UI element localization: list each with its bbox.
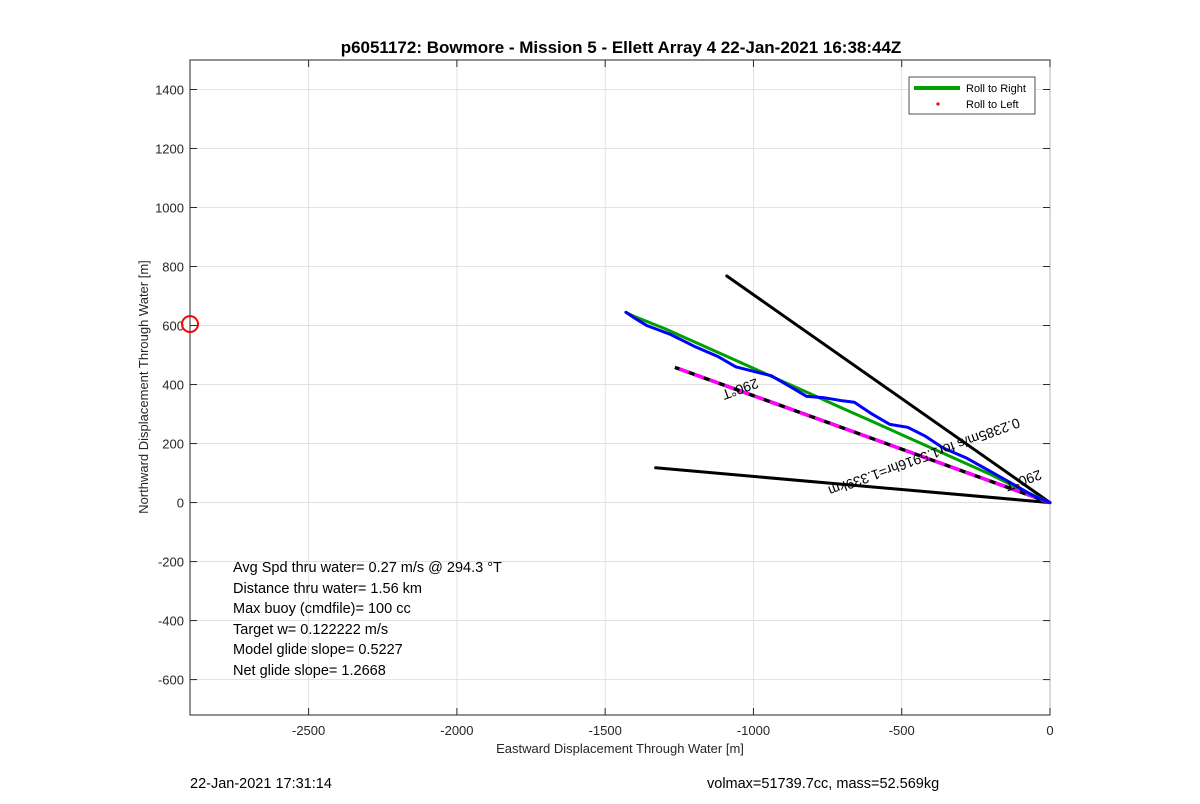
y-tick-label: -200	[158, 555, 184, 570]
start-position-marker	[181, 315, 199, 334]
chart-title: p6051172: Bowmore - Mission 5 - Ellett A…	[341, 38, 902, 57]
axes-frame	[189, 59, 1051, 716]
legend-roll-left-swatch	[936, 102, 940, 106]
legend-box	[908, 76, 1036, 115]
y-tick-label: 0	[177, 496, 184, 511]
x-axis-label: Eastward Displacement Through Water [m]	[496, 741, 744, 756]
stat-max-buoy: Max buoy (cmdfile)= 100 cc	[233, 601, 411, 617]
y-tick-label: 1200	[155, 142, 184, 157]
legend-roll-right-label: Roll to Right	[966, 83, 1026, 95]
footer-timestamp: 22-Jan-2021 17:31:14	[190, 776, 332, 792]
y-tick-label: 1000	[155, 201, 184, 216]
y-tick-label: 1400	[155, 83, 184, 98]
stat-model-glide: Model glide slope= 0.5227	[233, 642, 403, 658]
axis-ticks: -2500 -2000 -1500 -1000 -500 0140012001000800…	[155, 60, 1054, 738]
grid-lines	[190, 60, 1051, 715]
y-tick-label: 200	[162, 437, 184, 452]
stat-distance: Distance thru water= 1.56 km	[233, 581, 422, 597]
plot-series	[624, 274, 1052, 505]
x-tick-label: -500	[889, 723, 915, 738]
legend-roll-left-label: Roll to Left	[966, 99, 1019, 111]
stats-block: Avg Spd thru water= 0.27 m/s @ 294.3 °T …	[233, 560, 502, 679]
y-tick-label: 400	[162, 378, 184, 393]
y-tick-label: 800	[162, 260, 184, 275]
y-tick-label: -600	[158, 673, 184, 688]
stat-avg-speed: Avg Spd thru water= 0.27 m/s @ 294.3 °T	[233, 560, 502, 576]
series-heading-bound-upper	[725, 274, 1052, 505]
series-track-line	[624, 310, 1052, 505]
x-tick-label: -2500	[292, 723, 325, 738]
series-mean-heading-line	[674, 365, 1051, 505]
series-heading-bound-lower	[654, 466, 1052, 505]
series-roll-right-line	[624, 310, 1052, 505]
y-tick-label: 600	[162, 319, 184, 334]
x-tick-label: -2000	[440, 723, 473, 738]
legend: Roll to Right Roll to Left	[908, 76, 1036, 115]
x-tick-label: 0	[1046, 723, 1053, 738]
y-axis-label: Northward Displacement Through Water [m]	[136, 260, 151, 514]
footer-volmax: volmax=51739.7cc, mass=52.569kg	[707, 776, 939, 792]
y-tick-label: -400	[158, 614, 184, 629]
x-tick-label: -1000	[737, 723, 770, 738]
stat-target-w: Target w= 0.122222 m/s	[233, 622, 388, 638]
x-tick-label: -1500	[589, 723, 622, 738]
stat-net-glide: Net glide slope= 1.2668	[233, 663, 386, 679]
